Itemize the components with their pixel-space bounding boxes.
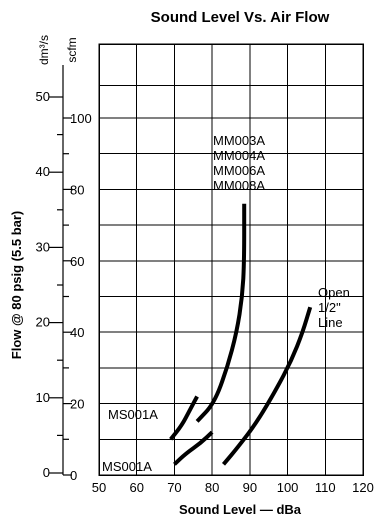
annotation-1-line-2: MM004A bbox=[213, 148, 265, 163]
y-right-tick-label-60: 60 bbox=[70, 254, 84, 269]
y-axis-label: Flow @ 80 psig (5.5 bar) bbox=[9, 211, 24, 359]
y-right-tick-label-20: 20 bbox=[70, 397, 84, 412]
x-tick-label-120: 120 bbox=[352, 480, 374, 495]
x-tick-label-80: 80 bbox=[205, 480, 219, 495]
y-left-tick-label-0: 0 bbox=[43, 465, 50, 480]
y-unit-right: scfm bbox=[65, 37, 79, 62]
y-left-tick-label-50: 50 bbox=[36, 89, 50, 104]
x-tick-label-90: 90 bbox=[243, 480, 257, 495]
y-unit-left: dm³/s bbox=[37, 35, 51, 65]
annotation-1-line-3: MM006A bbox=[213, 163, 265, 178]
x-axis-label: Sound Level — dBa bbox=[179, 502, 302, 517]
y-right-tick-label-100: 100 bbox=[70, 111, 92, 126]
annotation-2-line-1: Open bbox=[318, 285, 350, 300]
x-tick-label-70: 70 bbox=[167, 480, 181, 495]
y-left-tick-label-40: 40 bbox=[36, 164, 50, 179]
tick-labels: 50 60 70 80 90 100 110 120 0 10 20 30 40 50 0 20 40 60 80 1… bbox=[36, 65, 374, 495]
series-curve-1 bbox=[195, 203, 247, 423]
series-curve-2 bbox=[169, 395, 199, 441]
y-right-tick-label-40: 40 bbox=[70, 325, 84, 340]
y-right-tick-label-0: 0 bbox=[70, 468, 77, 483]
x-tick-label-110: 110 bbox=[315, 480, 336, 495]
chart-title: Sound Level Vs. Air Flow bbox=[151, 9, 330, 26]
annotation-2-line-3: Line bbox=[318, 315, 343, 330]
annotation-4-line-1: MS001A bbox=[102, 459, 152, 474]
y-left-tick-label-10: 10 bbox=[36, 390, 50, 405]
annotation-1-line-1: MM003A bbox=[213, 133, 265, 148]
x-tick-label-100: 100 bbox=[277, 480, 299, 495]
annotation-1-line-4: MM008A bbox=[213, 178, 265, 193]
series-curves bbox=[169, 203, 313, 466]
series-curve-4 bbox=[221, 306, 313, 466]
plot-frame bbox=[98, 43, 364, 476]
y-left-tick-label-30: 30 bbox=[36, 239, 50, 254]
annotation-3-line-1: MS001A bbox=[108, 407, 158, 422]
grid bbox=[98, 43, 364, 476]
series-curve-3 bbox=[173, 430, 214, 466]
x-tick-label-60: 60 bbox=[129, 480, 143, 495]
y-left-tick-label-20: 20 bbox=[36, 315, 50, 330]
annotation-2-line-2: 1/2" bbox=[318, 300, 341, 315]
y-right-tick-label-80: 80 bbox=[70, 182, 84, 197]
x-tick-label-50: 50 bbox=[92, 480, 106, 495]
